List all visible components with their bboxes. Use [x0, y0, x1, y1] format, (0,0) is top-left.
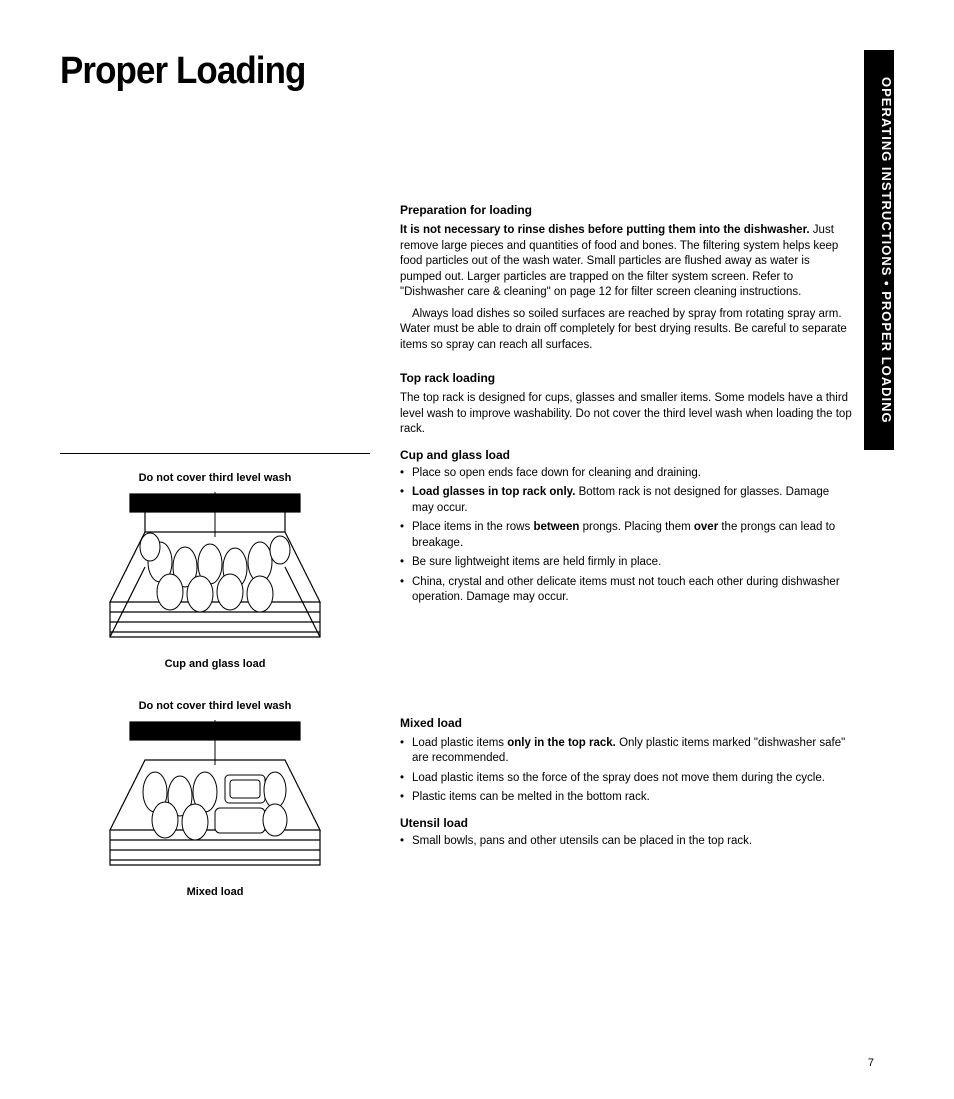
bullet-item: Be sure lightweight items are held firml… — [400, 555, 854, 571]
side-tab: OPERATING INSTRUCTIONS • PROPER LOADING — [864, 50, 894, 450]
bullet-item: Place items in the rows between prongs. … — [400, 520, 854, 551]
cup-glass-load-heading: Cup and glass load — [400, 448, 854, 462]
prep-heading: Preparation for loading — [400, 203, 854, 217]
cup-glass-load-illustration — [100, 492, 330, 652]
divider-line — [60, 453, 370, 454]
prep-paragraph-1: It is not necessary to rinse dishes befo… — [400, 223, 854, 301]
bullet-item: Plastic items can be melted in the botto… — [400, 790, 854, 806]
mixed-load-section: Mixed load Load plastic items only in th… — [400, 716, 854, 850]
fig2-caption-bottom: Mixed load — [60, 886, 370, 898]
bullet-bold: over — [694, 521, 718, 533]
page-number: 7 — [868, 1057, 874, 1069]
mixed-load-bullets: Load plastic items only in the top rack.… — [400, 736, 854, 806]
left-column: Do not cover third level wash — [60, 143, 370, 928]
bullet-item: Load plastic items so the force of the s… — [400, 771, 854, 787]
bullet-item: Small bowls, pans and other utensils can… — [400, 834, 854, 850]
utensil-bullets: Small bowls, pans and other utensils can… — [400, 834, 854, 850]
prep-bold-lead: It is not necessary to rinse dishes befo… — [400, 224, 810, 236]
top-rack-heading: Top rack loading — [400, 371, 854, 385]
preparation-section: Preparation for loading It is not necess… — [400, 203, 854, 353]
bullet-text: Load plastic items — [412, 737, 507, 749]
bullet-text: prongs. Placing them — [579, 521, 693, 533]
right-column: Preparation for loading It is not necess… — [400, 143, 894, 928]
mixed-load-heading: Mixed load — [400, 716, 854, 730]
bullet-bold: between — [533, 521, 579, 533]
bullet-bold: Load glasses in top rack only. — [412, 486, 575, 498]
bullet-item: Place so open ends face down for cleanin… — [400, 466, 854, 482]
mixed-load-illustration — [100, 720, 330, 880]
utensil-load-heading: Utensil load — [400, 816, 854, 830]
cup-glass-bullets: Place so open ends face down for cleanin… — [400, 466, 854, 606]
page-columns: Do not cover third level wash — [60, 143, 894, 928]
page-title: Proper Loading — [60, 50, 827, 93]
bullet-item: China, crystal and other delicate items … — [400, 575, 854, 606]
fig1-caption-bottom: Cup and glass load — [60, 658, 370, 670]
prep-paragraph-2: Always load dishes so soiled surfaces ar… — [400, 307, 854, 354]
bullet-item: Load glasses in top rack only. Bottom ra… — [400, 485, 854, 516]
bullet-item: Load plastic items only in the top rack.… — [400, 736, 854, 767]
bullet-text: Place items in the rows — [412, 521, 533, 533]
bullet-bold: only in the top rack. — [507, 737, 616, 749]
fig1-caption-top: Do not cover third level wash — [60, 472, 370, 484]
top-rack-section: Top rack loading The top rack is designe… — [400, 371, 854, 606]
fig2-caption-top: Do not cover third level wash — [60, 700, 370, 712]
top-rack-p1: The top rack is designed for cups, glass… — [400, 391, 854, 438]
